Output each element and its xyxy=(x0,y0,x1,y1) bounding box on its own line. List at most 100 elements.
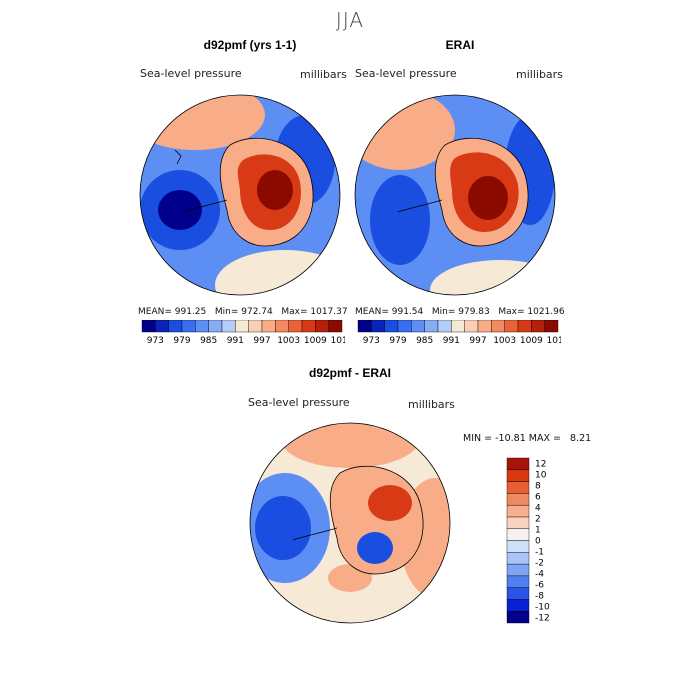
panel-variable-obs: Sea-level pressure xyxy=(355,67,457,80)
colorbar-swatch xyxy=(275,320,289,333)
positive-region xyxy=(328,564,372,592)
colorbar-swatch xyxy=(371,320,385,333)
colorbar-tick-label: 991 xyxy=(443,336,460,346)
low-center xyxy=(158,190,202,230)
peninsula-coastline xyxy=(292,527,338,541)
panel-variable-diff: Sea-level pressure xyxy=(248,396,350,409)
colorbar-tick-label: 979 xyxy=(173,336,190,346)
colorbar-swatch xyxy=(506,563,530,577)
colorbar-swatch xyxy=(411,320,425,333)
colorbar-tick-label: 1 xyxy=(535,526,541,536)
polar-map-obs xyxy=(354,94,556,296)
panel-title-obs: ERAI xyxy=(445,38,475,52)
low-region xyxy=(370,175,430,265)
colorbar-tick-label: -12 xyxy=(535,614,550,624)
colorbar-swatch xyxy=(155,320,169,333)
negative-core xyxy=(357,532,393,564)
colorbar-swatch xyxy=(181,320,196,333)
colorbar-swatch xyxy=(477,320,492,333)
colorbar-tick-label: 4 xyxy=(535,504,541,514)
colorbar-swatch xyxy=(506,540,530,553)
polar-map-model xyxy=(139,94,341,296)
colorbar-tick-label: -8 xyxy=(535,592,544,602)
colorbar-tick-label: 10 xyxy=(535,471,547,481)
colorbar-swatch xyxy=(517,320,532,333)
colorbar-swatch xyxy=(506,469,530,482)
colorbar-tick-label: 1009 xyxy=(520,336,543,346)
south-america-coastline xyxy=(174,149,182,165)
colorbar-swatch xyxy=(235,320,249,333)
negative-core xyxy=(255,496,311,560)
colorbar-swatch xyxy=(506,575,530,588)
map-border xyxy=(139,94,341,296)
stats-diff: MIN = -10.81 MAX = 8.21 xyxy=(463,433,592,444)
antarctica-peak xyxy=(468,176,508,220)
colorbar-tick-label: 973 xyxy=(147,336,164,346)
panel-units-model: millibars xyxy=(300,68,347,81)
colorbar-swatch xyxy=(357,320,372,333)
colorbar-swatch xyxy=(506,481,530,494)
colorbar-swatch xyxy=(437,320,452,333)
map-border xyxy=(354,94,556,296)
colorbar-swatch xyxy=(451,320,465,333)
antarctica-coastline xyxy=(329,465,424,575)
colorbar-swatch xyxy=(424,320,439,333)
colorbar-tick-label: 991 xyxy=(227,336,244,346)
colorbar-tick-label: 1003 xyxy=(493,336,516,346)
colorbar-swatch xyxy=(506,599,530,612)
colorbar-swatch xyxy=(288,320,303,333)
antarctica-coastline xyxy=(219,137,314,247)
colorbar-tick-label: 12 xyxy=(535,460,546,470)
colorbar-swatch xyxy=(328,320,343,333)
colorbar-swatch xyxy=(384,320,399,333)
colorbar-swatch xyxy=(504,320,519,333)
colorbar-swatch xyxy=(397,320,412,333)
colorbar-swatch xyxy=(506,457,530,470)
colorbar-swatch xyxy=(301,320,316,333)
colorbar-model: 973 979 985 991 997 1003 1009 1015 xyxy=(141,320,345,346)
antarctica-coastline xyxy=(434,137,529,247)
colorbar-tick-label: -10 xyxy=(535,603,550,613)
colorbar-tick-label: -2 xyxy=(535,559,544,569)
colorbar-swatch xyxy=(141,320,156,333)
colorbar-swatch xyxy=(464,320,479,333)
colorbar-tick-label: 973 xyxy=(363,336,380,346)
colorbar-swatch xyxy=(221,320,236,333)
panel-title-diff: d92pmf - ERAI xyxy=(308,366,391,380)
colorbar-tick-label: 997 xyxy=(253,336,270,346)
positive-region xyxy=(280,423,420,468)
panel-title-model: d92pmf (yrs 1-1) xyxy=(203,38,297,52)
colorbar-tick-label: 8 xyxy=(535,482,541,492)
colorbar-tick-label: 1015 xyxy=(547,336,561,346)
colorbar-swatch xyxy=(315,320,329,333)
peninsula-coastline xyxy=(397,199,443,213)
colorbar-swatch xyxy=(506,611,530,624)
panel-units-diff: millibars xyxy=(408,398,455,411)
colorbar-tick-label: 6 xyxy=(535,493,541,503)
colorbar-obs: 973 979 985 991 997 1003 1009 1015 xyxy=(357,320,561,346)
colorbar-swatch xyxy=(544,320,559,333)
colorbar-swatch xyxy=(506,552,530,565)
colorbar-tick-label: -6 xyxy=(535,581,544,591)
colorbar-swatch xyxy=(506,587,530,600)
colorbar-swatch xyxy=(248,320,263,333)
positive-core xyxy=(368,485,412,521)
colorbar-swatch xyxy=(506,493,530,506)
antarctica-peak xyxy=(257,170,293,210)
colorbar-swatch xyxy=(506,516,530,529)
colorbar-tick-label: 979 xyxy=(389,336,406,346)
colorbar-swatch xyxy=(506,528,530,541)
colorbar-tick-label: 0 xyxy=(535,537,541,547)
map-border xyxy=(249,422,451,624)
colorbar-tick-label: 985 xyxy=(416,336,433,346)
colorbar-tick-label: 1015 xyxy=(331,336,345,346)
colorbar-swatch xyxy=(261,320,276,333)
colorbar-tick-label: -1 xyxy=(535,548,544,558)
colorbar-tick-label: -4 xyxy=(535,570,544,580)
colorbar-tick-label: 997 xyxy=(469,336,486,346)
figure-title: JJA xyxy=(335,8,365,32)
colorbar-swatch xyxy=(168,320,183,333)
panel-units-obs: millibars xyxy=(516,68,563,81)
colorbar-swatch xyxy=(208,320,223,333)
